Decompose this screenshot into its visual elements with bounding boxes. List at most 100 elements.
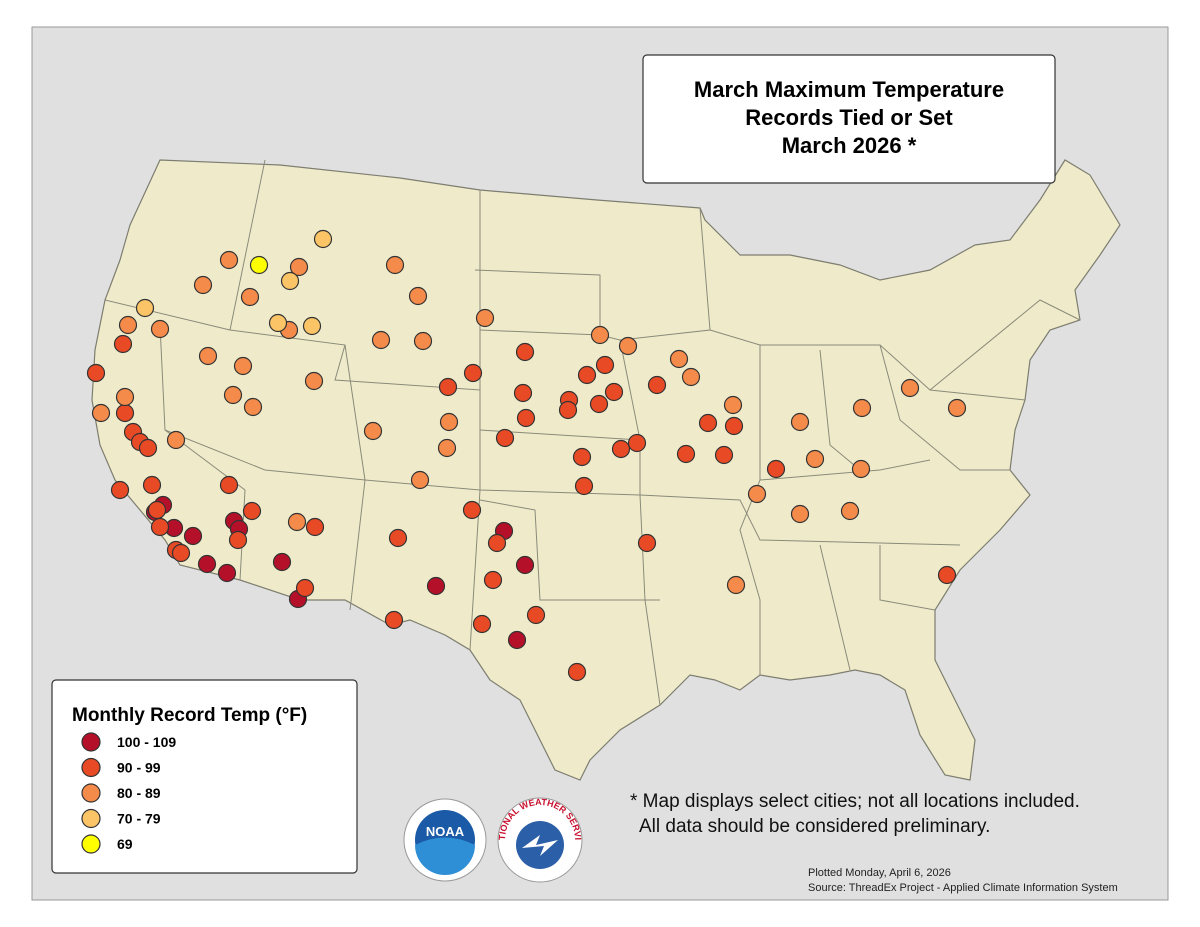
city-dot xyxy=(223,385,243,405)
city-dot xyxy=(439,412,459,432)
noaa-text: NOAA xyxy=(426,824,465,839)
legend-title: Monthly Record Temp (°F) xyxy=(72,705,307,726)
city-dot xyxy=(766,459,786,479)
city-dot xyxy=(790,504,810,524)
city-dot xyxy=(272,552,292,572)
city-dot xyxy=(790,412,810,432)
city-dot xyxy=(219,475,239,495)
city-dot xyxy=(647,375,667,395)
city-dot xyxy=(426,576,446,596)
city-dot xyxy=(240,287,260,307)
city-dot xyxy=(574,476,594,496)
city-dot xyxy=(268,313,288,333)
title-line: Records Tied or Set xyxy=(745,105,953,130)
city-dot xyxy=(371,330,391,350)
city-dot xyxy=(217,563,237,583)
title-line: March Maximum Temperature xyxy=(694,77,1004,102)
city-dot xyxy=(197,554,217,574)
city-dot xyxy=(487,533,507,553)
city-dot xyxy=(495,428,515,448)
city-dot xyxy=(526,605,546,625)
city-dot xyxy=(289,257,309,277)
city-dot xyxy=(135,298,155,318)
city-dot xyxy=(249,255,269,275)
city-dot xyxy=(388,528,408,548)
city-dot xyxy=(413,331,433,351)
city-dot xyxy=(233,356,253,376)
city-dot xyxy=(305,517,325,537)
city-dot xyxy=(219,250,239,270)
city-dot xyxy=(183,526,203,546)
city-dot xyxy=(589,394,609,414)
city-dot xyxy=(515,555,535,575)
city-dot xyxy=(851,459,871,479)
plotted-date: Plotted Monday, April 6, 2026 xyxy=(808,867,951,879)
legend-label: 100 - 109 xyxy=(117,734,176,750)
city-dot xyxy=(363,421,383,441)
legend-swatch xyxy=(81,732,101,752)
city-dot xyxy=(698,413,718,433)
city-dot xyxy=(302,316,322,336)
city-dot xyxy=(637,533,657,553)
city-dot xyxy=(724,416,744,436)
city-dot xyxy=(228,530,248,550)
city-dot xyxy=(676,444,696,464)
city-dot xyxy=(242,501,262,521)
city-dot xyxy=(463,363,483,383)
city-dot xyxy=(805,449,825,469)
city-dot xyxy=(515,342,535,362)
city-dot xyxy=(115,387,135,407)
city-dot xyxy=(840,501,860,521)
city-dot xyxy=(577,365,597,385)
city-dot xyxy=(483,570,503,590)
city-dot xyxy=(150,319,170,339)
city-dot xyxy=(91,403,111,423)
city-dot xyxy=(681,367,701,387)
city-dot xyxy=(937,565,957,585)
city-dot xyxy=(171,543,191,563)
city-dot xyxy=(947,398,967,418)
city-dot xyxy=(384,610,404,630)
city-dot xyxy=(669,349,689,369)
city-dot xyxy=(385,255,405,275)
city-dot xyxy=(410,470,430,490)
title-box: March Maximum Temperature Records Tied o… xyxy=(642,54,1056,184)
city-dot xyxy=(572,447,592,467)
city-dot xyxy=(726,575,746,595)
city-dot xyxy=(166,430,186,450)
city-dot xyxy=(475,308,495,328)
city-dot xyxy=(280,271,300,291)
city-dot xyxy=(147,500,167,520)
city-dot xyxy=(193,275,213,295)
city-dot xyxy=(138,438,158,458)
noaa-logo: NOAA xyxy=(403,798,487,882)
note: All data should be considered preliminar… xyxy=(639,816,990,837)
city-dot xyxy=(462,500,482,520)
city-dot xyxy=(142,475,162,495)
legend-swatch xyxy=(81,783,101,803)
city-dot xyxy=(86,363,106,383)
city-dot xyxy=(313,229,333,249)
state-lines xyxy=(104,159,1081,706)
city-dot xyxy=(627,433,647,453)
city-dot xyxy=(472,614,492,634)
city-dot xyxy=(110,480,130,500)
city-dot xyxy=(595,355,615,375)
title-line: March 2026 * xyxy=(782,133,917,158)
city-dots xyxy=(86,229,967,682)
city-dot xyxy=(516,408,536,428)
city-dot xyxy=(723,395,743,415)
city-dot xyxy=(618,336,638,356)
legend-label: 69 xyxy=(117,836,133,852)
city-dot xyxy=(243,397,263,417)
city-dot xyxy=(295,578,315,598)
city-dot xyxy=(198,346,218,366)
city-dot xyxy=(304,371,324,391)
city-dot xyxy=(558,400,578,420)
city-dot xyxy=(513,383,533,403)
city-dot xyxy=(852,398,872,418)
source: Source: ThreadEx Project - Applied Clima… xyxy=(808,882,1118,894)
city-dot xyxy=(714,445,734,465)
city-dot xyxy=(567,662,587,682)
